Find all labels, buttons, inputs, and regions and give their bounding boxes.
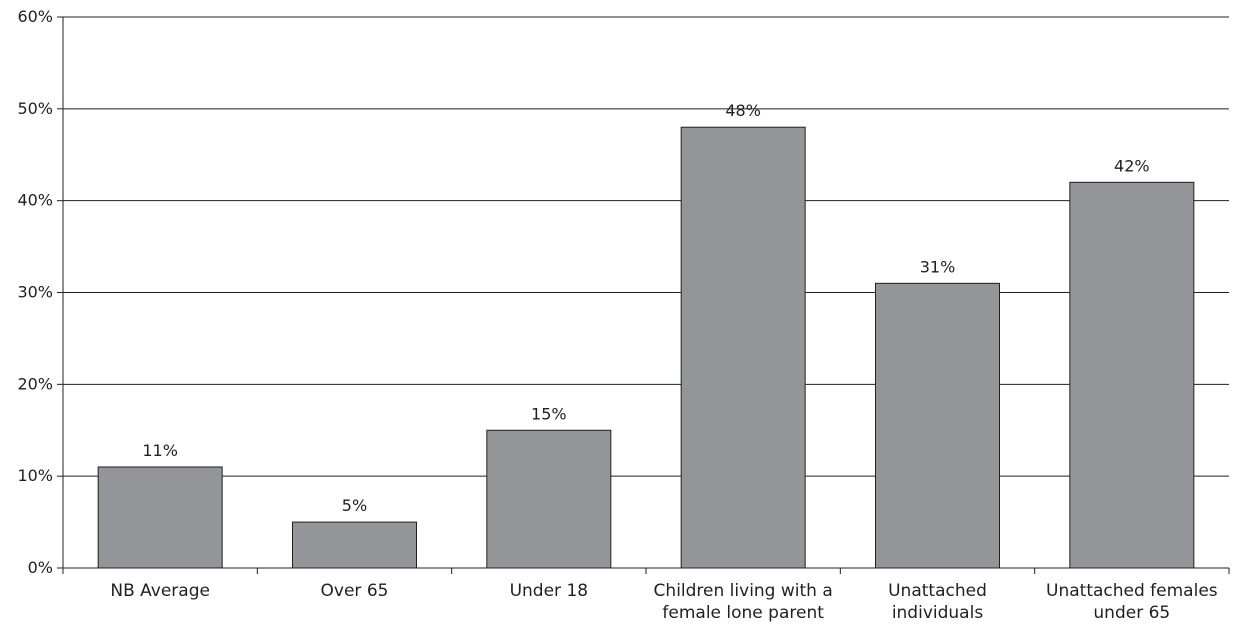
y-tick-label: 50% xyxy=(17,99,53,118)
x-category-label: NB Average xyxy=(110,581,210,601)
data-label: 15% xyxy=(531,404,567,423)
bar xyxy=(292,521,417,569)
x-category-label: Over 65 xyxy=(321,581,389,601)
bar xyxy=(486,429,612,569)
bar xyxy=(875,282,1000,569)
y-tick-labels: 0% 10% 20% 30% 40% 50% 60% xyxy=(17,7,53,577)
axes xyxy=(57,16,1230,574)
grid-lines xyxy=(63,16,1229,477)
x-category-label: under 65 xyxy=(1093,603,1170,623)
bars xyxy=(97,126,1195,569)
data-label: 31% xyxy=(920,257,956,276)
data-label: 48% xyxy=(725,101,761,120)
data-labels: 11% 5% 15% 48% 31% 42% xyxy=(142,101,1149,515)
x-category-label: Unattached xyxy=(888,581,987,601)
x-category-label: Under 18 xyxy=(510,581,589,601)
x-category-label: Children living with a xyxy=(654,581,833,601)
data-label: 42% xyxy=(1114,156,1150,175)
bar xyxy=(97,466,223,569)
data-label: 5% xyxy=(342,496,367,515)
x-category-label: female lone parent xyxy=(662,603,824,623)
bar xyxy=(680,126,806,569)
y-tick-label: 20% xyxy=(17,374,53,393)
data-label: 11% xyxy=(142,441,178,460)
x-category-label: individuals xyxy=(892,603,984,623)
y-tick-label: 10% xyxy=(17,466,53,485)
x-category-label: Unattached females xyxy=(1046,581,1218,601)
x-category-labels: NB Average Over 65 Under 18 Children living… xyxy=(110,581,1217,623)
y-tick-label: 30% xyxy=(17,283,53,302)
y-tick-label: 60% xyxy=(17,7,53,26)
bar xyxy=(1069,181,1195,569)
y-tick-label: 0% xyxy=(28,558,53,577)
y-tick-label: 40% xyxy=(17,191,53,210)
